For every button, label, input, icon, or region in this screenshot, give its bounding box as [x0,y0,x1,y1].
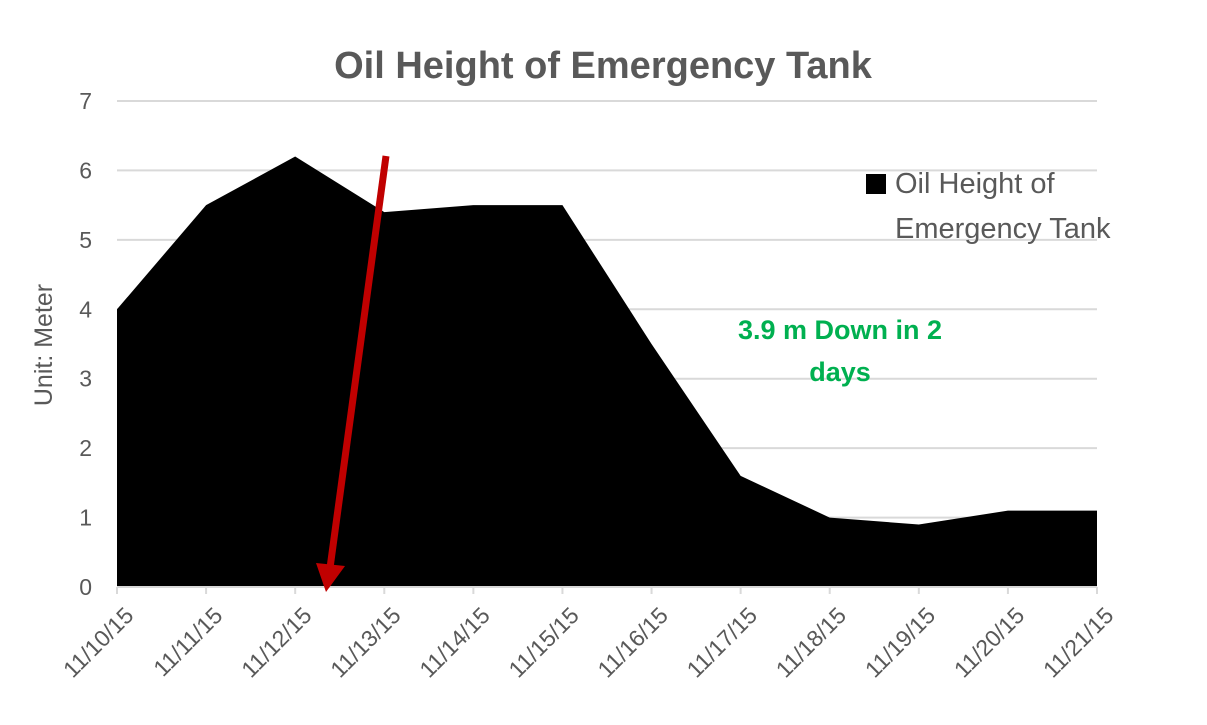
x-tick-label: 11/21/15 [1038,602,1118,682]
x-tick-label: 11/16/15 [592,602,672,682]
red-arrow-head [316,563,345,592]
x-tick-labels: 11/10/15 11/11/15 11/12/15 11/13/15 11/14/15… [58,602,1118,682]
x-tick-label: 11/14/15 [414,602,494,682]
annotation-line-2: days [809,357,871,387]
x-tick-label: 11/13/15 [325,602,405,682]
legend: Oil Height of Emergency Tank [866,168,1111,245]
y-tick-label: 3 [79,366,92,392]
y-tick-label: 0 [79,574,92,600]
y-tick-label: 4 [79,296,92,322]
x-tick-label: 11/15/15 [503,602,583,682]
y-tick-label: 6 [79,157,92,183]
y-tick-label: 2 [79,435,92,461]
red-arrow-shaft [326,155,390,569]
x-tick-label: 11/12/15 [236,602,316,682]
y-tick-label: 5 [79,227,92,253]
chart-title: Oil Height of Emergency Tank [334,45,873,87]
annotation: 3.9 m Down in 2 days [738,315,942,387]
legend-label-line-1: Oil Height of [895,168,1056,200]
x-tick-label: 11/11/15 [148,602,227,681]
red-arrow [316,155,390,592]
axes [116,586,1098,594]
y-tick-label: 7 [79,88,92,114]
annotation-line-1: 3.9 m Down in 2 [738,315,942,345]
legend-swatch [866,174,886,194]
area-series [116,156,1098,588]
x-tick-label: 11/20/15 [949,602,1029,682]
x-tick-label: 11/18/15 [771,602,851,682]
x-tick-label: 11/19/15 [860,602,940,682]
x-tick-label: 11/17/15 [682,602,762,682]
y-tick-labels: 0 1 2 3 4 5 6 7 [79,88,92,600]
y-axis-label: Unit: Meter [30,284,58,406]
area-series-shape [117,156,1097,588]
y-tick-label: 1 [79,505,92,531]
x-tick-label: 11/10/15 [58,602,138,682]
legend-label-line-2: Emergency Tank [895,213,1111,245]
